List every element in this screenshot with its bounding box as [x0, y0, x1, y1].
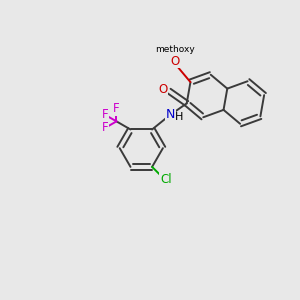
- Text: F: F: [113, 102, 120, 115]
- Text: O: O: [158, 83, 168, 96]
- Text: F: F: [102, 122, 109, 134]
- Text: methoxy: methoxy: [155, 46, 195, 55]
- Text: O: O: [170, 55, 180, 68]
- Text: N: N: [166, 108, 175, 122]
- Text: H: H: [175, 112, 184, 122]
- Text: Cl: Cl: [160, 172, 172, 186]
- Text: F: F: [102, 108, 109, 122]
